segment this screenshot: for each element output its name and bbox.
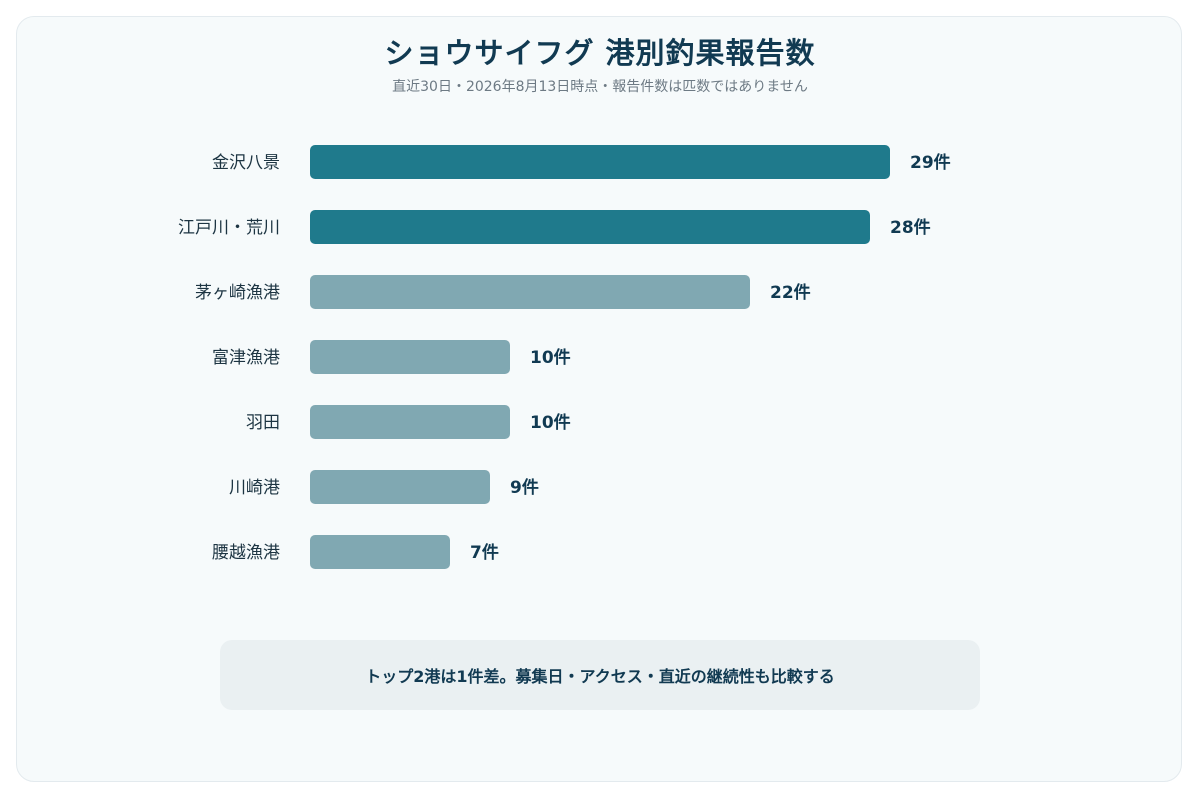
value-label: 7件 [470,542,499,563]
chart-subtitle: 直近30日・2026年8月13日時点・報告件数は匹数ではありません [392,79,808,95]
bar [310,340,510,374]
value-label: 22件 [770,282,811,303]
value-label: 28件 [890,217,931,238]
value-label: 10件 [530,347,571,368]
bar [310,275,750,309]
bar [310,210,870,244]
category-label: 富津漁港 [212,348,280,368]
category-label: 羽田 [246,413,280,433]
category-label: 茅ヶ崎漁港 [195,283,280,303]
bar [310,145,890,179]
value-label: 9件 [510,477,539,498]
bar [310,470,490,504]
insight-note: トップ2港は1件差。募集日・アクセス・直近の継続性も比較する [220,640,980,710]
category-label: 腰越漁港 [212,543,280,563]
category-label: 金沢八景 [212,153,280,173]
bar [310,405,510,439]
category-label: 川崎港 [229,478,280,498]
value-label: 10件 [530,412,571,433]
category-label: 江戸川・荒川 [178,218,280,238]
bar [310,535,450,569]
chart-title: ショウサイフグ 港別釣果報告数 [384,36,816,70]
value-label: 29件 [910,152,951,173]
